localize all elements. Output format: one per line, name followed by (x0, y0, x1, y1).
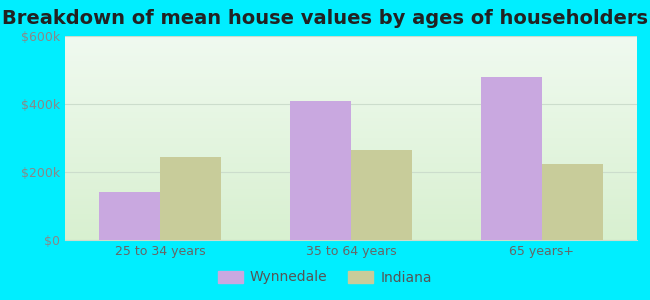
Bar (290, 100, 351, 240)
Bar (161, 157, 222, 240)
Legend: Wynnedale, Indiana: Wynnedale, Indiana (213, 265, 437, 290)
Bar (480, 77, 541, 240)
Bar (99, 192, 161, 240)
Text: Breakdown of mean house values by ages of householders: Breakdown of mean house values by ages o… (2, 9, 648, 28)
Bar (351, 150, 412, 240)
Bar (541, 164, 603, 240)
